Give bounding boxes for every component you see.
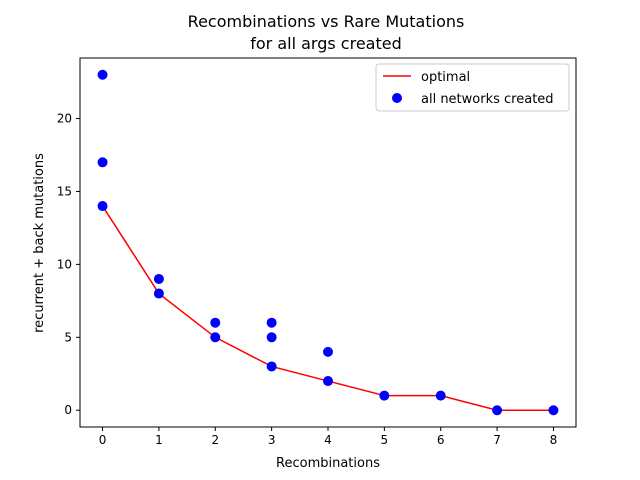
y-tick-label: 15 — [57, 184, 72, 198]
y-tick-label: 0 — [64, 403, 72, 417]
data-point — [548, 405, 559, 416]
data-point — [492, 405, 503, 416]
data-point — [266, 332, 277, 343]
x-axis: 0 1 2 3 4 5 6 7 8 — [99, 427, 558, 447]
x-tick-label: 0 — [99, 433, 107, 447]
plot-area — [97, 69, 559, 416]
y-tick-label: 20 — [57, 112, 72, 126]
x-tick-label: 7 — [493, 433, 501, 447]
y-axis-label: recurrent + back mutations — [32, 153, 47, 333]
y-axis: 0 5 10 15 20 — [57, 112, 80, 417]
data-point — [153, 288, 164, 299]
data-point — [210, 332, 221, 343]
x-tick-label: 2 — [211, 433, 219, 447]
legend-label-all-networks: all networks created — [421, 92, 554, 107]
x-tick-label: 8 — [550, 433, 558, 447]
data-point — [435, 390, 446, 401]
data-point — [97, 69, 108, 80]
data-point — [266, 317, 277, 328]
legend-box — [375, 63, 570, 112]
y-tick-label: 10 — [57, 257, 72, 271]
y-tick-label: 5 — [64, 330, 72, 344]
data-point — [210, 317, 221, 328]
data-point — [323, 376, 333, 387]
data-point — [153, 273, 164, 284]
x-tick-label: 4 — [324, 433, 332, 447]
legend: optimal all networks created — [375, 63, 570, 112]
legend-marker-swatch — [392, 93, 402, 103]
data-point — [266, 361, 277, 372]
x-tick-label: 5 — [381, 433, 389, 447]
chart-title: Recombinations vs Rare Mutations — [188, 12, 465, 31]
data-point — [97, 201, 108, 212]
data-point — [379, 390, 390, 401]
x-axis-label: Recombinations — [276, 456, 380, 471]
x-tick-label: 6 — [437, 433, 445, 447]
chart-subtitle: for all args created — [250, 34, 402, 53]
legend-label-optimal: optimal — [421, 70, 470, 85]
x-tick-label: 3 — [268, 433, 276, 447]
data-point — [97, 157, 108, 168]
x-tick-label: 1 — [155, 433, 163, 447]
data-point — [323, 346, 333, 357]
